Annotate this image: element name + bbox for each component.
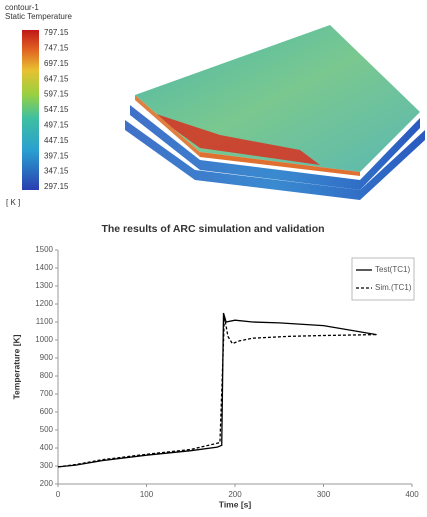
- colorbar: [22, 30, 39, 190]
- x-tick-label: 0: [56, 490, 61, 499]
- colorbar-label: 697.15: [44, 59, 69, 68]
- y-tick-label: 500: [40, 425, 54, 434]
- y-tick-label: 600: [40, 407, 54, 416]
- chart-title: The results of ARC simulation and valida…: [101, 223, 324, 235]
- colorbar-label: 397.15: [44, 151, 69, 160]
- y-axis-label: Temperature [K]: [11, 334, 21, 399]
- x-tick-label: 100: [140, 490, 154, 499]
- y-tick-label: 1000: [35, 335, 53, 344]
- contour-subtitle: Static Temperature: [5, 12, 73, 21]
- y-tick-label: 200: [40, 479, 54, 488]
- colorbar-label: 347.15: [44, 167, 69, 176]
- x-tick-label: 300: [317, 490, 331, 499]
- y-tick-label: 1500: [35, 245, 53, 254]
- legend-label: Sim.(TC1): [375, 283, 412, 292]
- x-axis-label: Time [s]: [219, 499, 252, 509]
- y-tick-label: 1200: [35, 299, 53, 308]
- page: contour-1 Static Temperature [ K ] The r…: [0, 0, 427, 517]
- y-tick-label: 700: [40, 389, 54, 398]
- x-tick-label: 400: [405, 490, 419, 499]
- colorbar-label: 297.15: [44, 182, 69, 191]
- colorbar-label: 797.15: [44, 28, 69, 37]
- y-tick-label: 400: [40, 443, 54, 452]
- colorbar-label: 597.15: [44, 90, 69, 99]
- y-tick-label: 800: [40, 371, 54, 380]
- y-tick-label: 1300: [35, 281, 53, 290]
- colorbar-label: 497.15: [44, 121, 69, 130]
- series-line: [58, 317, 377, 467]
- colorbar-unit: [ K ]: [6, 198, 20, 207]
- colorbar-label: 447.15: [44, 136, 69, 145]
- legend-label: Test(TC1): [375, 265, 410, 274]
- x-tick-label: 200: [228, 490, 242, 499]
- y-tick-label: 900: [40, 353, 54, 362]
- contour-title: contour-1: [5, 3, 39, 12]
- y-tick-label: 300: [40, 461, 54, 470]
- colorbar-label: 547.15: [44, 105, 69, 114]
- colorbar-label: 747.15: [44, 44, 69, 53]
- y-tick-label: 1100: [36, 317, 54, 326]
- y-tick-label: 1400: [35, 263, 53, 272]
- colorbar-label: 647.15: [44, 74, 69, 83]
- figure: contour-1 Static Temperature [ K ] The r…: [0, 0, 427, 517]
- battery-render: [125, 25, 425, 200]
